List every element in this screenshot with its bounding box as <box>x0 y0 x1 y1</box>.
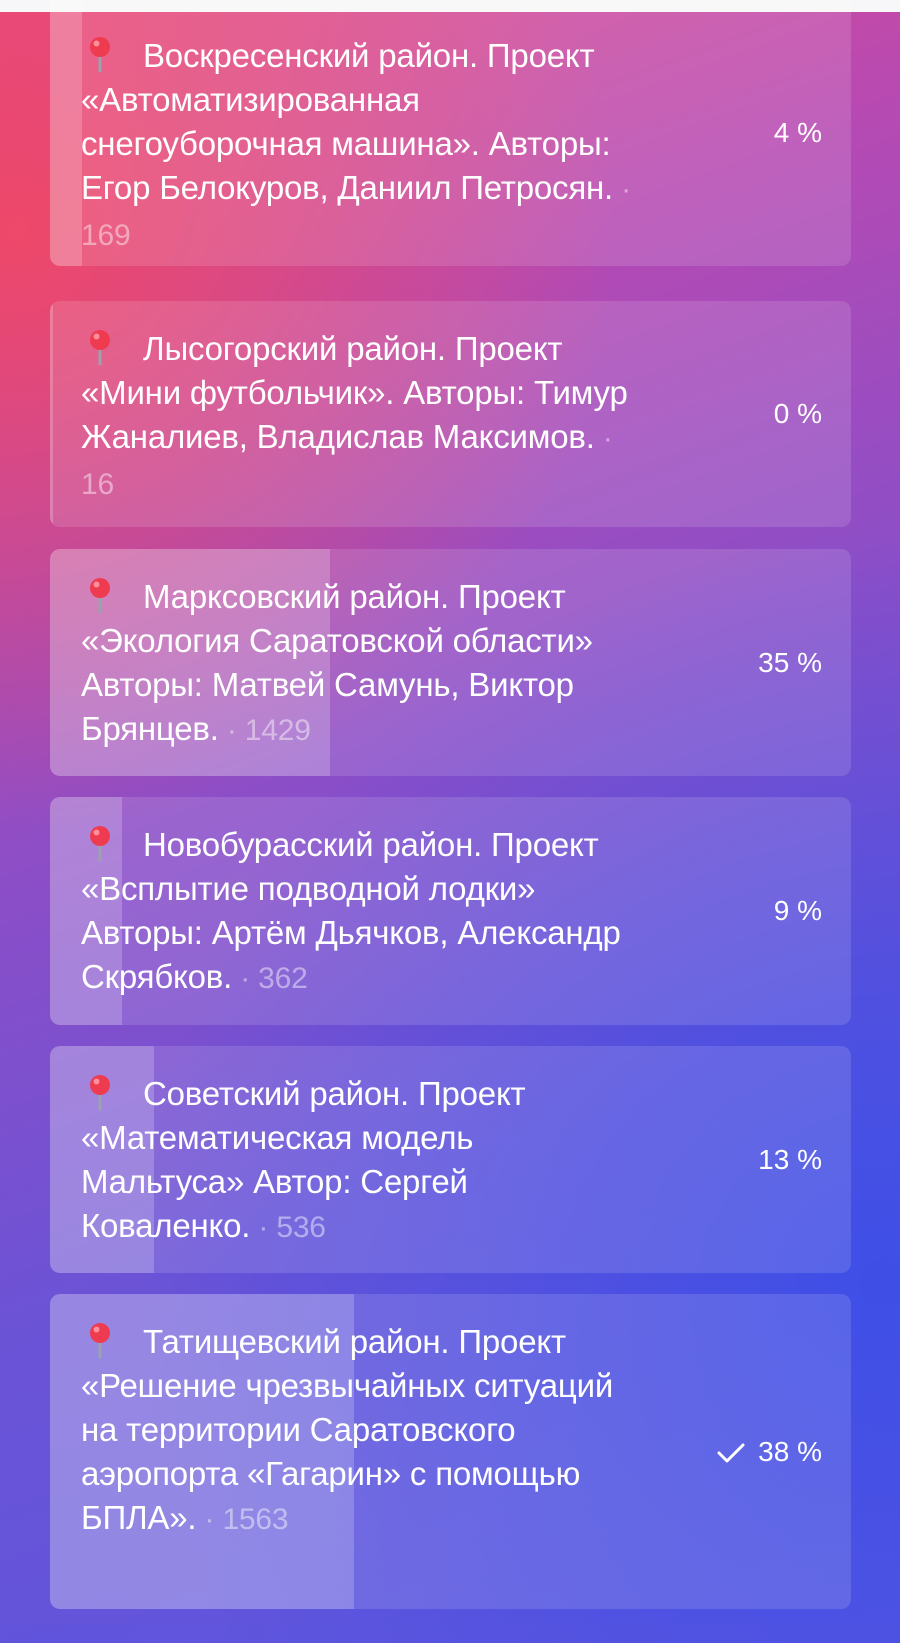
poll-option-text: Лысогорский район. Проект «Мини футбольч… <box>81 327 641 507</box>
checkmark-icon <box>716 1440 746 1464</box>
poll-option-selected[interactable]: Татищевский район. Проект «Решение чрезв… <box>50 1294 851 1609</box>
vote-count-value: 1563 <box>222 1503 289 1536</box>
round-pushpin-icon <box>81 37 143 73</box>
poll-option-text: Татищевский район. Проект «Решение чрезв… <box>81 1320 641 1542</box>
result-percent: 9 % <box>774 895 822 927</box>
vote-count-value: 536 <box>276 1211 326 1244</box>
poll-option-label: Новобурасский район. Проект «Всплытие по… <box>81 826 621 995</box>
poll-option-label: Лысогорский район. Проект «Мини футбольч… <box>81 330 628 455</box>
poll-option[interactable]: Советский район. Проект «Математическая … <box>50 1046 851 1273</box>
poll-option-label: Марксовский район. Проект «Экология Сара… <box>81 578 593 747</box>
vote-count-value: 362 <box>258 962 308 995</box>
percent-label: 0 % <box>773 398 822 429</box>
vote-separator: · <box>232 962 259 995</box>
vote-separator: · <box>196 1503 223 1536</box>
result-bar <box>50 797 123 1025</box>
round-pushpin-icon <box>81 826 143 862</box>
poll-option[interactable]: Лысогорский район. Проект «Мини футбольч… <box>50 301 851 527</box>
poll-option-text: Воскресенский район. Проект «Автоматизир… <box>81 34 641 258</box>
result-percent: 4 % <box>774 117 822 149</box>
percent-label: 9 % <box>773 895 822 926</box>
percent-label: 13 % <box>758 1143 822 1175</box>
round-pushpin-icon <box>81 578 143 614</box>
poll-option-text: Марксовский район. Проект «Экология Сара… <box>81 575 641 753</box>
result-percent: 13 % <box>758 1144 822 1176</box>
vote-count: · 536 <box>250 1211 326 1244</box>
poll-option-label: Татищевский район. Проект «Решение чрезв… <box>81 1323 614 1536</box>
vote-count: · 1429 <box>219 714 311 747</box>
poll-option-text: Новобурасский район. Проект «Всплытие по… <box>81 823 641 1001</box>
vote-separator: · <box>594 422 613 455</box>
bottom-edge <box>0 1625 900 1643</box>
vote-count-value: 1429 <box>244 714 311 747</box>
vote-count-value: 16 <box>81 468 114 501</box>
vote-separator: · <box>218 714 245 747</box>
poll-option-label: Советский район. Проект «Математическая … <box>81 1075 526 1244</box>
top-edge <box>0 0 900 12</box>
poll-option[interactable]: Воскресенский район. Проект «Автоматизир… <box>50 0 851 266</box>
poll-option[interactable]: Новобурасский район. Проект «Всплытие по… <box>50 797 851 1025</box>
poll-option-label: Воскресенский район. Проект «Автоматизир… <box>81 37 613 206</box>
poll-option-text: Советский район. Проект «Математическая … <box>81 1072 641 1250</box>
vote-count: · 362 <box>232 962 308 995</box>
round-pushpin-icon <box>81 1075 143 1111</box>
vote-separator: · <box>612 173 631 206</box>
result-percent: 0 % <box>774 398 822 430</box>
percent-label: 4 % <box>773 117 822 148</box>
poll-option[interactable]: Марксовский район. Проект «Экология Сара… <box>50 549 851 776</box>
vote-count: · 169 <box>81 173 631 252</box>
round-pushpin-icon <box>81 330 143 366</box>
result-percent: 38 % <box>716 1436 822 1468</box>
result-percent: 35 % <box>758 647 822 679</box>
result-bar <box>50 301 53 527</box>
vote-count: · 16 <box>81 422 613 501</box>
round-pushpin-icon <box>81 1323 143 1359</box>
result-bar <box>50 0 83 266</box>
percent-label: 35 % <box>758 646 822 678</box>
percent-label: 38 % <box>758 1435 822 1467</box>
vote-count: · 1563 <box>196 1503 289 1536</box>
vote-separator: · <box>250 1211 277 1244</box>
vote-count-value: 169 <box>81 219 131 252</box>
